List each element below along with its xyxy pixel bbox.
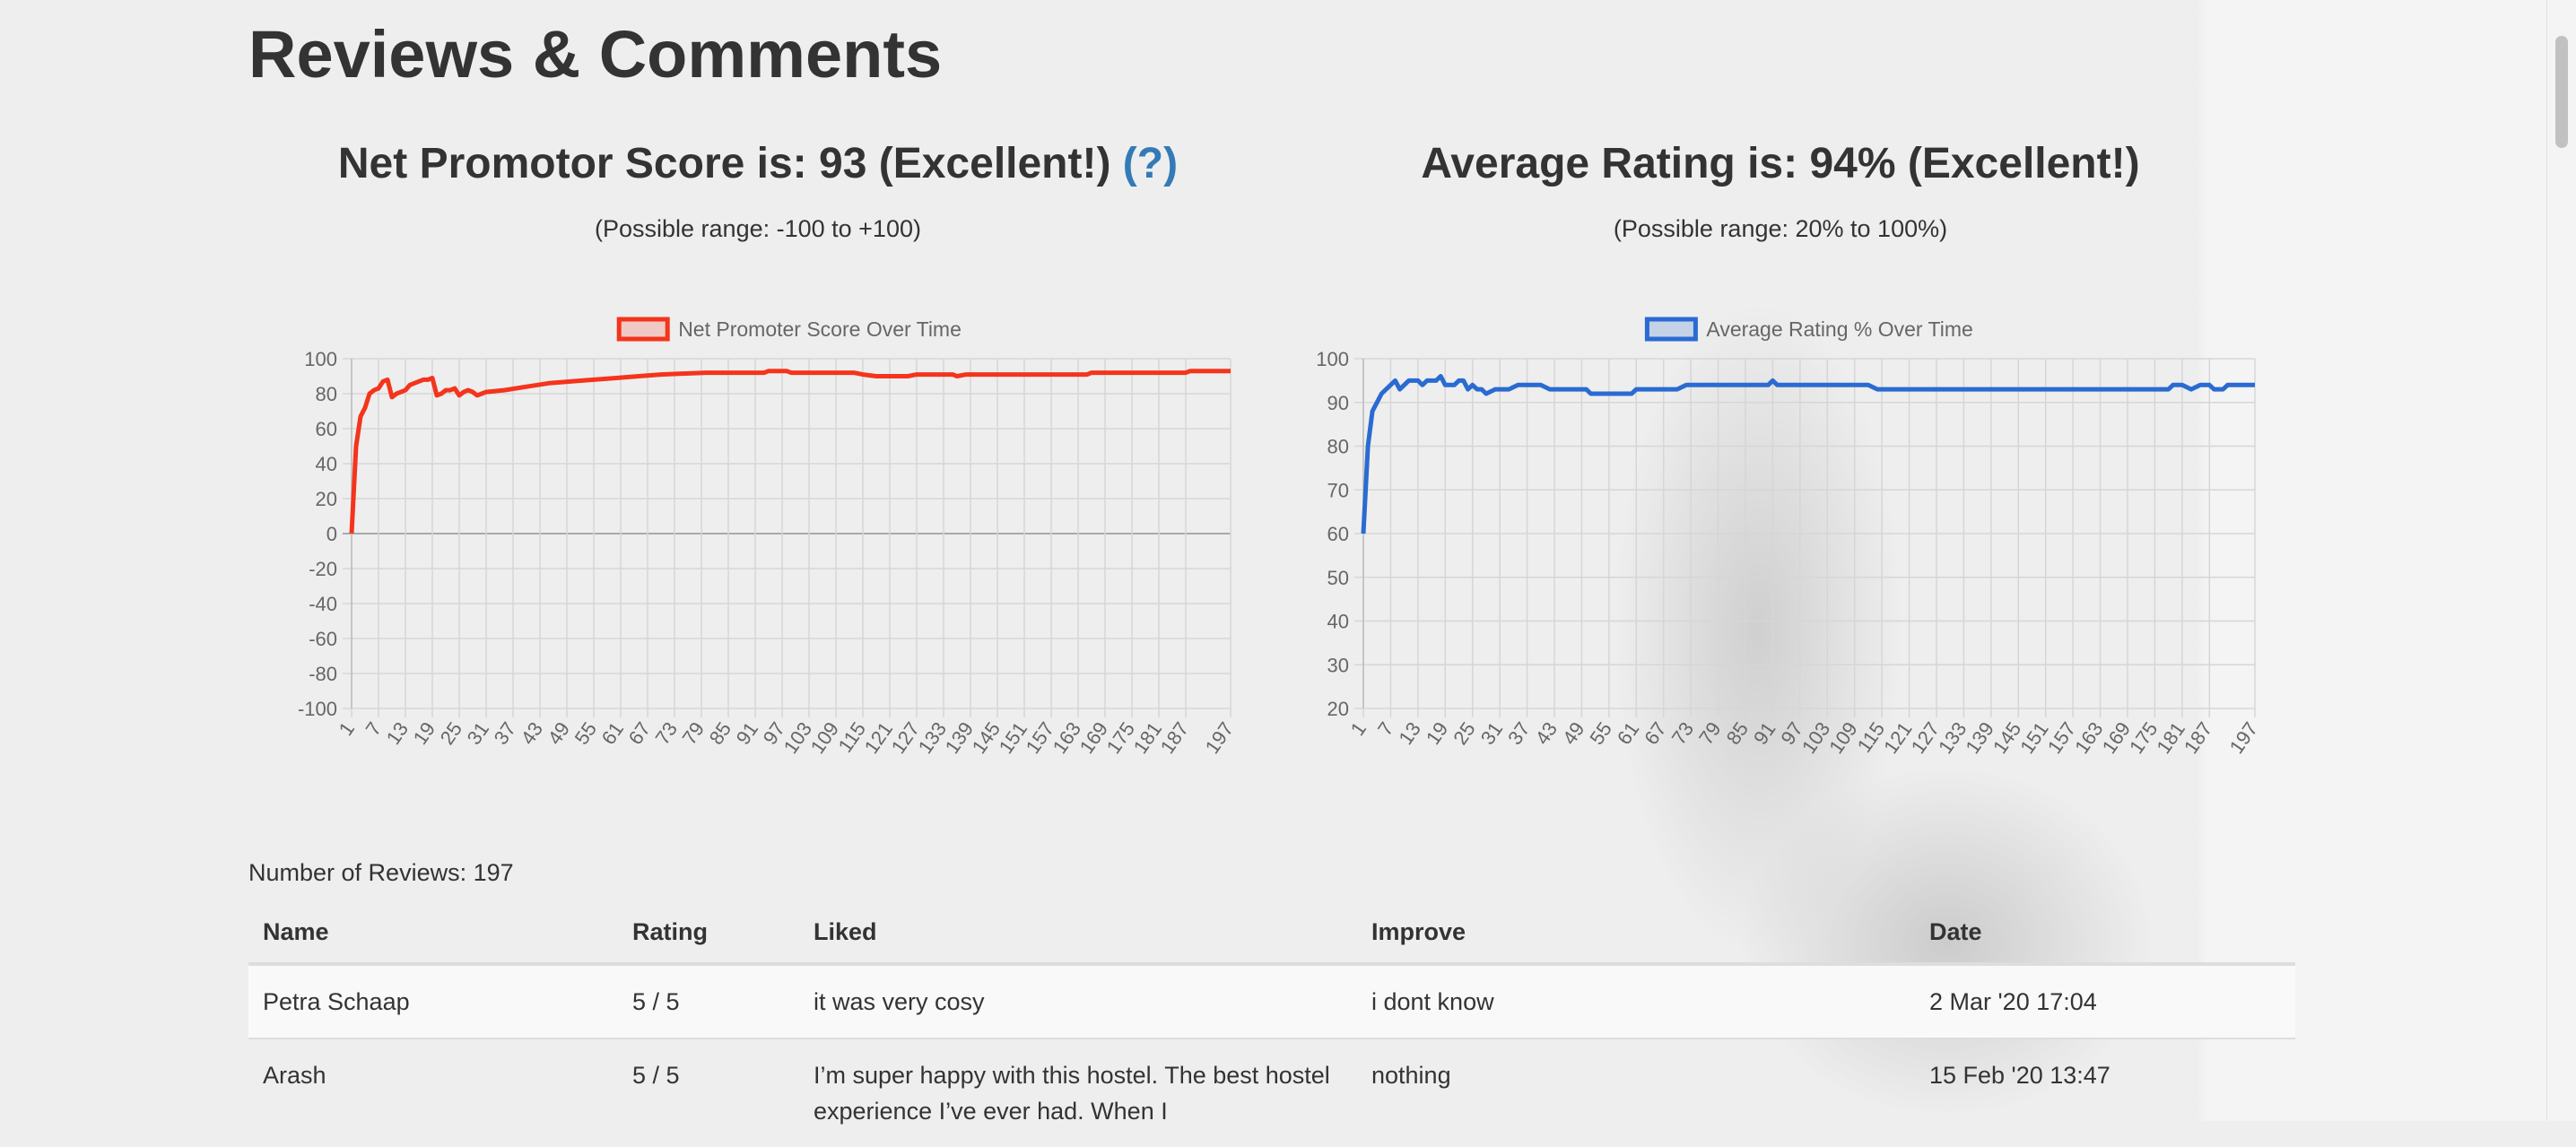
y-tick-label: 80 [1327,436,1349,458]
y-tick-label: 20 [316,488,337,510]
legend-label: Average Rating % Over Time [1706,317,1972,341]
cell-name: Petra Schaap [248,964,618,1039]
cell-liked: it was very cosy [799,964,1357,1039]
x-tick-label: 43 [1531,718,1562,749]
x-tick-label: 79 [678,718,709,749]
cell-date: 15 Feb '20 13:47 [1929,1062,2110,1089]
x-tick-label: 19 [409,718,440,749]
cell-improve: i dont know [1357,964,1915,1039]
x-tick-label: 73 [1667,718,1699,749]
x-tick-label: 13 [1394,718,1425,749]
y-tick-label: 60 [316,418,337,440]
x-tick-label: 1 [1346,718,1371,740]
y-tick-label: 40 [1327,611,1349,633]
x-tick-label: 73 [651,718,683,749]
table-header-row: Name Rating Liked Improve Date [248,901,2295,966]
y-tick-label: 30 [1327,654,1349,676]
table-row: Petra Schaap 5 / 5 it was very cosy i do… [248,964,2295,1039]
header-improve[interactable]: Improve [1357,901,1915,966]
x-tick-label: 187 [2180,718,2217,758]
cell-rating: 5 / 5 [632,1062,680,1089]
page-title: Reviews & Comments [248,17,943,91]
x-tick-label: 91 [1749,718,1780,749]
nps-help-link[interactable]: (?) [1122,140,1179,187]
y-tick-label: 60 [1327,523,1349,545]
cell-improve: nothing [1371,1062,1451,1089]
y-tick-label: 100 [304,348,337,370]
rating-heading: Average Rating is: 94% (Excellent!) [1242,139,2319,188]
series-line [1361,374,2255,534]
x-tick-label: 61 [597,718,629,749]
table-row: Arash 5 / 5 I’m super happy with this ho… [248,1038,2295,1147]
x-tick-label: 67 [624,718,656,749]
x-tick-label: 67 [1640,718,1671,749]
x-tick-label: 91 [732,718,763,749]
reviews-table: Name Rating Liked Improve Date Petra Sch… [248,901,2295,1147]
x-tick-label: 197 [1201,718,1239,758]
y-tick-label: -100 [298,698,337,720]
y-tick-label: 0 [326,523,337,545]
y-tick-label: 80 [316,383,337,405]
x-tick-label: 31 [1476,718,1508,749]
x-tick-label: 187 [1156,718,1194,758]
nps-value: 93 [819,140,867,187]
nps-range: (Possible range: -100 to +100) [595,215,921,242]
nps-label: Net Promotor Score is: [337,140,819,187]
x-tick-label: 19 [1422,718,1453,749]
y-tick-label: -80 [309,663,337,685]
x-tick-label: 25 [1449,718,1480,749]
legend-label: Net Promoter Score Over Time [678,317,962,341]
series-line [349,369,1231,534]
y-tick-label: 20 [1327,698,1349,720]
x-tick-label: 85 [705,718,736,749]
y-tick-label: -60 [309,628,337,650]
x-tick-label: 37 [1503,718,1535,749]
x-tick-label: 49 [544,718,575,749]
header-liked[interactable]: Liked [799,901,1357,966]
vertical-scrollbar[interactable] [2546,0,2576,1121]
x-tick-label: 25 [436,718,467,749]
x-tick-label: 37 [490,718,521,749]
scrollbar-thumb[interactable] [2555,36,2568,148]
rating-label: Average Rating is: [1421,140,1810,187]
x-tick-label: 55 [1585,718,1616,749]
x-tick-label: 61 [1613,718,1644,749]
cell-name: Arash [263,1062,326,1089]
legend-swatch [616,317,670,342]
nps-heading: Net Promotor Score is: 93 (Excellent!) (… [220,139,1296,188]
nps-rating-text: (Excellent!) [866,140,1123,187]
y-tick-label: -20 [309,558,337,580]
x-tick-label: 43 [517,718,548,749]
rating-rating-text: (Excellent!) [1895,140,2140,187]
cell-liked: I’m super happy with this hostel. The be… [814,1062,1330,1125]
rating-chart: Average Rating % Over Time 100 90 80 70 60 50 4… [1316,317,2263,758]
x-tick-label: 13 [382,718,413,749]
y-tick-label: 70 [1327,479,1349,501]
review-count: Number of Reviews: 197 [248,859,514,886]
x-tick-label: 49 [1558,718,1589,749]
x-tick-label: 55 [570,718,602,749]
x-tick-label: 85 [1722,718,1754,749]
header-name[interactable]: Name [248,901,618,966]
x-tick-label: 1 [335,718,360,740]
cell-rating: 5 / 5 [618,964,799,1039]
nps-chart: Net Promoter Score Over Time 100 80 60 40 20 0… [298,317,1239,758]
x-tick-label: 31 [463,718,494,749]
header-rating[interactable]: Rating [618,901,799,966]
x-tick-label: 79 [1694,718,1726,749]
y-tick-label: 50 [1327,567,1349,589]
y-tick-label: 40 [316,453,337,475]
y-tick-label: 100 [1316,348,1349,370]
cell-date: 2 Mar '20 17:04 [1915,964,2295,1039]
y-tick-label: 90 [1327,392,1349,414]
legend-swatch [1644,317,1698,342]
header-date[interactable]: Date [1915,901,2295,966]
y-tick-label: -40 [309,593,337,615]
x-tick-label: 197 [2225,718,2263,758]
rating-range: (Possible range: 20% to 100%) [1613,215,1948,242]
rating-value: 94% [1809,140,1896,187]
